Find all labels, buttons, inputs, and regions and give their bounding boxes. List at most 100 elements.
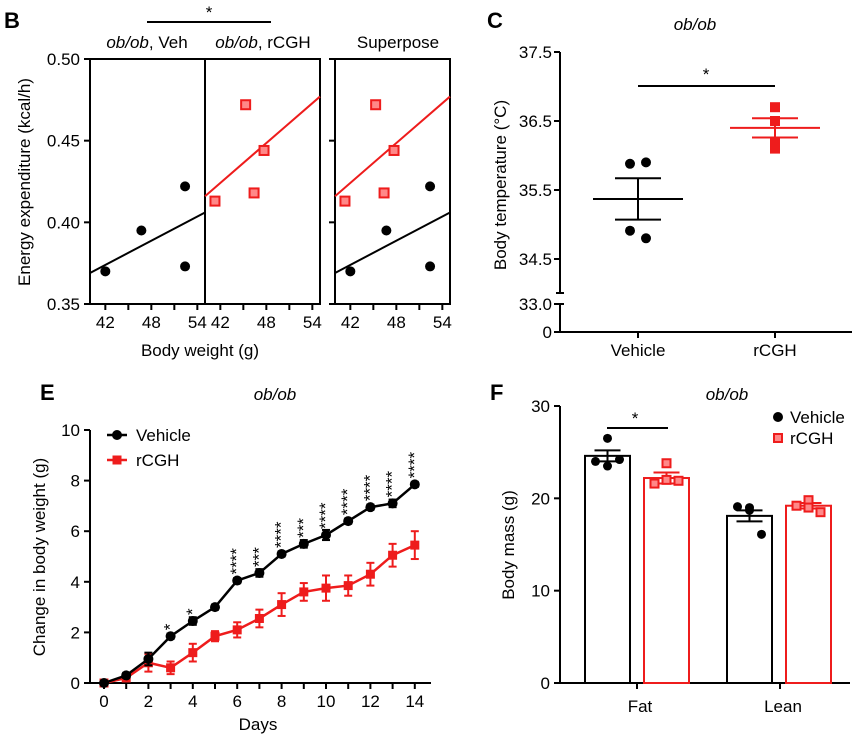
c-title: ob/ob bbox=[674, 15, 717, 34]
c-point-vehicle bbox=[641, 157, 651, 168]
e-y-tick-label: 8 bbox=[71, 472, 80, 491]
e-point-rcgh bbox=[210, 631, 220, 641]
e-legend-rcgh: rCGH bbox=[136, 451, 179, 470]
f-point-vehicle bbox=[603, 433, 612, 443]
f-point-rcgh bbox=[661, 458, 672, 469]
e-point-vehicle bbox=[143, 653, 154, 664]
e-point-vehicle bbox=[254, 567, 265, 578]
b-point-vehicle bbox=[136, 225, 147, 236]
f-y-tick-label: 10 bbox=[531, 582, 550, 601]
b-subplot-title-superpose: Superpose bbox=[357, 33, 439, 52]
b-y-tick-label: 0.35 bbox=[47, 295, 80, 314]
f-point-vehicle bbox=[733, 502, 742, 512]
b-x-tick-label: 42 bbox=[211, 313, 230, 332]
b-y-tick-label: 0.50 bbox=[47, 50, 80, 69]
e-x-tick-label: 4 bbox=[188, 692, 197, 711]
f-bar-vehicle-fat bbox=[584, 454, 631, 684]
e-point-vehicle bbox=[343, 516, 354, 527]
c-point-rcgh bbox=[770, 143, 780, 154]
f-bar-vehicle-lean bbox=[726, 514, 773, 684]
e-significance-stars: **** bbox=[383, 471, 402, 498]
f-point-rcgh bbox=[673, 475, 684, 486]
b-x-tick-label: 42 bbox=[96, 313, 115, 332]
c-y-axis-label: Body temperature (°C) bbox=[491, 100, 510, 270]
b-x-tick-label: 48 bbox=[142, 313, 161, 332]
e-y-tick-label: 2 bbox=[71, 623, 80, 642]
e-point-vehicle bbox=[232, 575, 243, 586]
c-y-tick-label: 36.5 bbox=[519, 112, 552, 131]
e-point-rcgh bbox=[166, 663, 176, 673]
e-significance-stars: **** bbox=[338, 488, 357, 515]
b-point-rcgh bbox=[209, 195, 221, 207]
e-x-tick-label: 10 bbox=[317, 692, 336, 711]
f-point-rcgh bbox=[803, 502, 814, 513]
b-regression-line-vehicle bbox=[334, 211, 451, 274]
e-x-tick-label: 8 bbox=[277, 692, 286, 711]
b-x-tick-label: 54 bbox=[433, 313, 452, 332]
b-point-rcgh bbox=[258, 144, 270, 156]
e-x-axis-label: Days bbox=[239, 715, 278, 734]
f-bar-rcgh-fat bbox=[643, 477, 690, 684]
f-point-rcgh bbox=[815, 507, 826, 518]
b-regression-line-vehicle bbox=[89, 211, 206, 274]
e-point-rcgh bbox=[321, 583, 331, 593]
e-point-vehicle bbox=[365, 502, 376, 513]
f-title: ob/ob bbox=[706, 385, 749, 404]
b-point-vehicle bbox=[381, 225, 392, 236]
e-point-rcgh bbox=[254, 613, 264, 623]
b-point-rcgh bbox=[248, 187, 260, 199]
b-point-vehicle bbox=[425, 261, 436, 272]
e-point-vehicle bbox=[99, 678, 109, 688]
e-point-vehicle bbox=[187, 616, 198, 627]
e-significance-stars: * bbox=[183, 608, 202, 615]
c-point-rcgh bbox=[770, 102, 780, 113]
e-title: ob/ob bbox=[254, 385, 297, 404]
e-significance-stars: *** bbox=[249, 547, 268, 567]
e-point-vehicle bbox=[121, 670, 132, 681]
b-point-rcgh bbox=[378, 187, 390, 199]
b-point-vehicle bbox=[100, 266, 111, 277]
f-y-axis-label: Body mass (g) bbox=[499, 490, 518, 600]
e-point-vehicle bbox=[321, 529, 331, 540]
c-point-vehicle bbox=[625, 158, 635, 169]
e-significance-stars: *** bbox=[294, 518, 313, 538]
e-x-tick-label: 6 bbox=[232, 692, 241, 711]
e-significance-stars: **** bbox=[316, 502, 335, 529]
e-y-tick-label: 4 bbox=[71, 573, 80, 592]
e-point-vehicle bbox=[387, 498, 398, 509]
e-point-rcgh bbox=[365, 569, 375, 579]
b-point-vehicle bbox=[180, 261, 191, 272]
c-y-tick-label: 0 bbox=[543, 323, 552, 342]
b-point-vehicle bbox=[345, 266, 356, 277]
e-point-rcgh bbox=[277, 600, 287, 610]
b-title-rest: , Veh bbox=[149, 33, 188, 52]
e-y-axis-label: Change in body weight (g) bbox=[30, 458, 49, 656]
e-point-rcgh bbox=[232, 625, 242, 635]
b-subplot-title-veh: ob/ob, Veh bbox=[106, 33, 187, 52]
e-x-tick-label: 2 bbox=[144, 692, 153, 711]
e-x-tick-label: 0 bbox=[99, 692, 108, 711]
e-point-rcgh bbox=[299, 587, 309, 597]
e-legend-marker-vehicle bbox=[112, 430, 122, 440]
panel-label-e: E bbox=[40, 380, 55, 405]
f-x-tick-lean: Lean bbox=[764, 697, 802, 716]
b-x-tick-label: 48 bbox=[257, 313, 276, 332]
e-y-tick-label: 6 bbox=[71, 522, 80, 541]
c-y-tick-label: 35.5 bbox=[519, 181, 552, 200]
e-x-tick-label: 12 bbox=[361, 692, 380, 711]
e-significance-stars: * bbox=[161, 623, 180, 630]
c-point-vehicle bbox=[641, 233, 651, 244]
panel-label-c: C bbox=[487, 8, 503, 33]
c-significance-star: * bbox=[703, 65, 710, 84]
b-x-tick-label: 48 bbox=[387, 313, 406, 332]
b-point-rcgh bbox=[370, 99, 382, 111]
b-x-tick-label: 42 bbox=[341, 313, 360, 332]
b-y-tick-label: 0.40 bbox=[47, 213, 80, 232]
b-x-axis-label: Body weight (g) bbox=[141, 341, 259, 360]
e-significance-stars: **** bbox=[360, 474, 379, 501]
e-legend-marker-rcgh bbox=[112, 455, 122, 465]
e-x-tick-label: 14 bbox=[405, 692, 424, 711]
e-point-vehicle bbox=[409, 479, 420, 490]
